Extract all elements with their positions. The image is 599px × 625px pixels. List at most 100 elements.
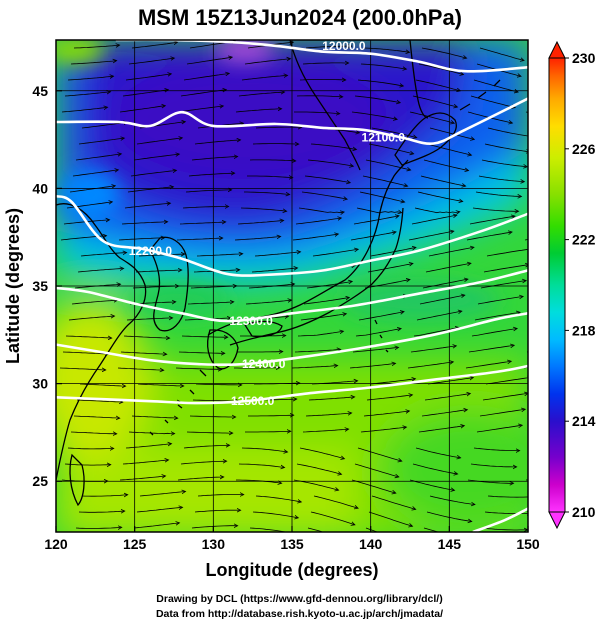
streamline: [121, 222, 167, 225]
streamline: [296, 96, 342, 97]
streamline: [362, 175, 407, 186]
streamline: [428, 247, 473, 257]
streamline: [191, 157, 237, 161]
streamline: [81, 122, 126, 129]
streamline: [368, 511, 412, 526]
streamline: [301, 191, 346, 199]
streamline: [136, 138, 181, 145]
streamline: [81, 495, 127, 496]
streamline: [473, 79, 517, 92]
y-tick-label: 40: [32, 180, 48, 196]
streamline: [423, 527, 440, 532]
streamline: [291, 366, 337, 369]
streamline: [366, 395, 412, 401]
streamline: [305, 46, 351, 49]
streamline: [351, 111, 396, 119]
streamline: [473, 447, 519, 451]
streamline: [70, 61, 116, 65]
y-axis: 25 30 35 40 45: [32, 83, 62, 489]
streamline: [133, 523, 179, 529]
height-contour: [472, 507, 528, 532]
streamline: [178, 352, 224, 353]
streamline: [313, 495, 357, 508]
colorbar-tick-label: 230: [572, 50, 596, 66]
streamline: [119, 106, 164, 113]
streamline: [476, 425, 521, 433]
streamline: [186, 57, 231, 65]
streamline: [65, 336, 111, 338]
credit-data: Data from http://database.rish.kyoto-u.a…: [155, 608, 444, 620]
streamline: [360, 427, 406, 433]
streamline: [293, 479, 338, 490]
streamline: [255, 495, 300, 502]
streamline: [363, 411, 409, 417]
y-tick-label: 35: [32, 278, 48, 294]
streamline: [474, 313, 519, 321]
streamline: [73, 415, 119, 418]
colorbar-body: [548, 57, 566, 513]
colorbar: 210 214 218 222 226 230: [548, 40, 596, 530]
streamline: [481, 159, 526, 167]
streamline: [248, 284, 294, 289]
y-tick-label: 30: [32, 376, 48, 392]
streamline: [305, 413, 351, 417]
streamline: [425, 263, 470, 273]
streamline: [235, 109, 281, 113]
streamline: [62, 352, 108, 354]
streamline: [358, 312, 403, 321]
streamline: [295, 218, 340, 225]
streamline: [122, 90, 167, 97]
streamline: [179, 222, 225, 224]
x-tick-label: 130: [202, 536, 226, 552]
streamline: [76, 399, 122, 402]
streamline: [252, 144, 298, 145]
streamline: [421, 410, 466, 417]
streamline: [300, 314, 345, 321]
streamline: [477, 297, 522, 305]
streamline: [194, 140, 240, 145]
streamline: [370, 248, 415, 257]
height-contour: [56, 269, 528, 323]
streamline: [410, 346, 455, 353]
streamline: [483, 265, 528, 273]
streamline: [412, 463, 457, 474]
streamline: [131, 415, 177, 418]
streamline: [75, 154, 120, 161]
izu-islands: [374, 319, 389, 353]
streamline: [238, 463, 284, 467]
streamline: [177, 106, 222, 113]
streamline: [359, 191, 404, 202]
streamline: [354, 463, 398, 477]
hokkaido-coast: [394, 112, 457, 166]
streamline: [429, 495, 474, 504]
x-tick-label: 140: [359, 536, 383, 552]
streamline: [429, 127, 473, 139]
streamline: [355, 329, 400, 337]
streamline: [485, 377, 528, 385]
streamline: [365, 159, 410, 170]
streamline: [465, 361, 510, 369]
streamline: [73, 45, 119, 49]
streamline: [136, 507, 182, 513]
streamline: [183, 74, 228, 81]
streamline: [77, 269, 123, 273]
y-axis-title: Latitude (degrees): [3, 208, 23, 364]
streamline: [310, 143, 356, 149]
korea-coast: [149, 236, 189, 332]
height-contour: [56, 194, 528, 277]
streamline: [357, 79, 402, 86]
streamline: [409, 479, 454, 490]
streamline: [367, 264, 412, 273]
streamline: [183, 445, 229, 449]
streamline: [125, 74, 170, 81]
streamline: [80, 253, 126, 257]
streamline: [181, 336, 227, 337]
streamline: [132, 286, 178, 289]
credit-drawing: Drawing by DCL (https://www.gfd-dennou.o…: [156, 593, 443, 605]
streamline: [130, 171, 176, 177]
colorbar-ticks: 210 214 218 222 226 230: [565, 50, 596, 520]
streamline: [186, 432, 232, 433]
streamline: [350, 232, 395, 241]
streamline: [192, 400, 238, 401]
streamline: [245, 300, 291, 305]
